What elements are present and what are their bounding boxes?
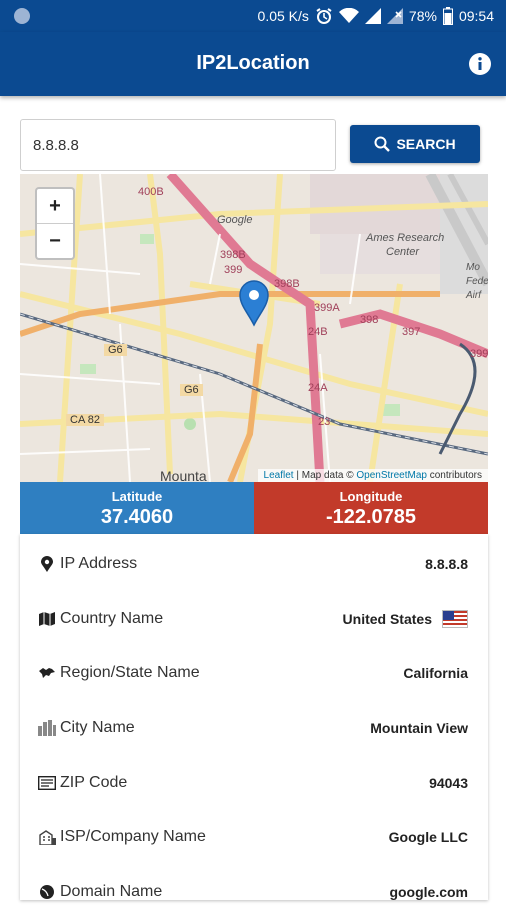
location-map[interactable]: Google Ames Research Center Mo Fede Airf… xyxy=(20,174,488,482)
map-label-city: Mounta xyxy=(160,468,207,482)
map-label-ca82: CA 82 xyxy=(66,414,104,426)
map-label-399: 399 xyxy=(224,264,243,276)
app-title: IP2Location xyxy=(196,52,310,74)
region-value: California xyxy=(403,665,468,681)
map-label-moffett-2: Fede xyxy=(466,276,488,287)
ip-address-label: IP Address xyxy=(60,555,138,572)
detail-row-country: Country Name United States xyxy=(38,604,468,634)
latitude-panel: Latitude 37.4060 xyxy=(20,482,254,534)
domain-name-label: Domain Name xyxy=(60,883,163,900)
map-label-g6-b: G6 xyxy=(180,384,203,396)
map-label-google: Google xyxy=(217,214,253,226)
longitude-label: Longitude xyxy=(339,489,403,504)
detail-row-city: City Name Mountain View xyxy=(38,713,468,743)
info-icon[interactable] xyxy=(468,52,492,76)
map-label-moffett-3: Airf xyxy=(466,290,481,301)
map-label-center: Center xyxy=(386,246,420,258)
attribution-separator: | Map data © xyxy=(293,470,357,481)
latitude-value: 37.4060 xyxy=(100,506,174,528)
longitude-panel: Longitude -122.0785 xyxy=(254,482,488,534)
signal-no-data-icon xyxy=(386,8,403,24)
city-name-value: Mountain View xyxy=(370,720,468,736)
zoom-in-button[interactable]: + xyxy=(37,189,73,224)
notification-dot-icon xyxy=(14,8,30,24)
detail-row-isp: ISP/Company Name Google LLC xyxy=(38,822,468,852)
network-speed: 0.05 K/s xyxy=(257,8,309,24)
building-icon xyxy=(38,828,56,846)
isp-label: ISP/Company Name xyxy=(60,828,206,845)
search-button[interactable]: SEARCH xyxy=(350,125,480,163)
latitude-label: Latitude xyxy=(111,489,163,504)
longitude-value: -122.0785 xyxy=(325,506,417,528)
map-label-398b-2: 398B xyxy=(274,278,300,290)
globe-icon xyxy=(38,664,56,682)
map-marker-icon xyxy=(38,555,56,573)
map-zoom-control: + − xyxy=(35,187,75,260)
zoom-out-button[interactable]: − xyxy=(49,229,61,252)
map-label-398: 398 xyxy=(360,314,379,326)
us-flag-icon xyxy=(442,610,468,628)
zip-code-label: ZIP Code xyxy=(60,774,128,791)
detail-row-domain: Domain Name google.com xyxy=(38,877,468,907)
app-bar: IP2Location xyxy=(0,32,506,96)
map-label-24b: 24B xyxy=(308,326,328,338)
detail-row-ip-address: IP Address 8.8.8.8 xyxy=(38,549,468,579)
country-name-value: United States xyxy=(342,611,432,627)
leaflet-link[interactable]: Leaflet xyxy=(263,470,294,481)
map-label-24a: 24A xyxy=(308,382,328,394)
battery-percent: 78% xyxy=(408,8,437,24)
city-name-label: City Name xyxy=(60,719,135,736)
search-icon xyxy=(374,136,391,152)
domain-name-value: google.com xyxy=(389,884,468,900)
domain-icon xyxy=(38,883,56,901)
map-label-397: 397 xyxy=(402,326,421,338)
map-attribution: Leaflet | Map data © OpenStreetMap contr… xyxy=(257,469,488,482)
map-label-g6-a: G6 xyxy=(104,344,127,356)
detail-row-region: Region/State Name California xyxy=(38,658,468,688)
battery-icon xyxy=(442,7,453,25)
isp-value: Google LLC xyxy=(388,829,468,845)
zip-code-value: 94043 xyxy=(429,775,468,791)
clock: 09:54 xyxy=(458,8,494,24)
wifi-icon xyxy=(338,8,359,23)
map-label-399a: 399A xyxy=(314,302,340,314)
ip-search-input[interactable] xyxy=(20,119,336,171)
map-marker-pin-icon[interactable] xyxy=(238,279,270,327)
map-label-23: 23 xyxy=(318,416,331,428)
details-card: IP Address 8.8.8.8 Country Name United S… xyxy=(20,534,488,900)
map-label-400b: 400B xyxy=(138,186,164,198)
search-button-label: SEARCH xyxy=(396,136,456,152)
map-label-398b: 398B xyxy=(220,249,246,261)
ip-address-value: 8.8.8.8 xyxy=(425,556,468,572)
map-label-ames: Ames Research xyxy=(366,232,445,244)
map-label-399-b: 399 xyxy=(470,348,488,360)
status-bar: 0.05 K/s 78% 09:54 xyxy=(0,0,506,32)
postcode-icon xyxy=(38,774,56,792)
coordinates-bar: Latitude 37.4060 Longitude -122.0785 xyxy=(20,482,488,534)
country-name-label: Country Name xyxy=(60,610,164,627)
attribution-contrib: contributors xyxy=(426,470,482,481)
region-label: Region/State Name xyxy=(60,664,200,681)
map-tiles[interactable] xyxy=(20,174,488,482)
map-label-moffett-1: Mo xyxy=(466,262,480,273)
osm-link[interactable]: OpenStreetMap xyxy=(356,470,427,481)
detail-row-zip: ZIP Code 94043 xyxy=(38,768,468,798)
city-icon xyxy=(38,719,56,737)
map-icon xyxy=(38,610,56,628)
signal-icon xyxy=(364,8,381,24)
alarm-icon xyxy=(316,8,332,24)
status-icons: 0.05 K/s 78% 09:54 xyxy=(258,7,494,25)
